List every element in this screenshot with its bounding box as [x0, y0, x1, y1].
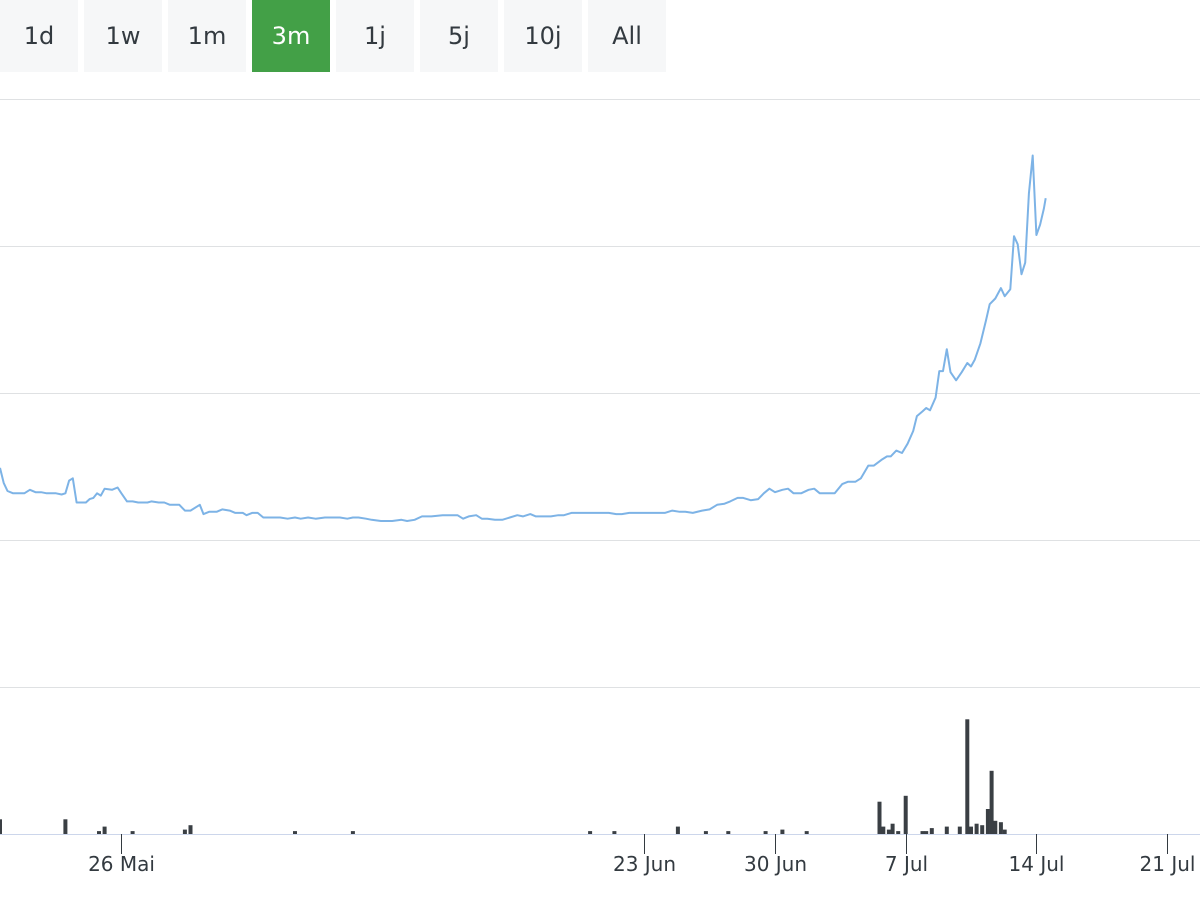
range-button-all[interactable]: All: [588, 0, 666, 72]
volume-bar: [188, 825, 193, 834]
volume-bar: [588, 831, 593, 834]
volume-bar: [890, 823, 895, 834]
range-button-5j[interactable]: 5j: [420, 0, 498, 72]
range-button-1w[interactable]: 1w: [84, 0, 162, 72]
volume-bar: [998, 822, 1003, 834]
x-tick-label: 7 Jul: [885, 852, 928, 876]
volume-bar: [763, 831, 768, 834]
x-axis: 26 Mai 23 Jun 30 Jun 7 Jul 14 Jul 21 Jul: [0, 834, 1200, 876]
volume-bar: [130, 831, 135, 834]
x-tick-label: 23 Jun: [613, 852, 676, 876]
price-line: [0, 154, 1047, 522]
volume-bar: [896, 831, 901, 834]
price-series: [0, 154, 1047, 522]
grid-lines: [0, 99, 1200, 688]
volume-bar: [97, 831, 101, 834]
volume-bar: [974, 823, 979, 834]
volume-bar: [969, 826, 973, 834]
volume-bar: [63, 819, 68, 834]
range-button-10j[interactable]: 10j: [504, 0, 582, 72]
volume-bar: [877, 801, 882, 834]
volume-bar: [929, 828, 934, 834]
volume-bar: [1002, 829, 1007, 834]
volume-bar: [957, 826, 962, 834]
volume-bar: [985, 809, 990, 834]
volume-bar: [102, 826, 107, 834]
range-button-1d[interactable]: 1d: [0, 0, 78, 72]
volume-bar: [703, 831, 708, 834]
x-tick-label: 21 Jul: [1140, 852, 1196, 876]
range-button-1j[interactable]: 1j: [336, 0, 414, 72]
range-button-1m[interactable]: 1m: [168, 0, 246, 72]
volume-bar: [612, 831, 617, 834]
volume-bar: [182, 829, 187, 834]
volume-bar: [780, 829, 785, 834]
volume-bar: [993, 820, 998, 834]
volume-bar: [965, 719, 970, 834]
x-tick-label: 26 Mai: [88, 852, 155, 876]
volume-bar: [350, 831, 355, 834]
volume-bar: [675, 826, 680, 834]
volume-bar: [944, 826, 949, 834]
volume-bar: [726, 831, 731, 834]
volume-bar: [293, 831, 297, 834]
volume-bar: [903, 795, 908, 834]
volume-bar: [0, 819, 2, 834]
volume-bar: [804, 831, 809, 834]
volume-bar: [980, 825, 985, 834]
volume-bar: [886, 829, 891, 834]
volume-bar: [920, 831, 925, 834]
volume-bars: [0, 719, 1007, 834]
x-tick-label: 14 Jul: [1009, 852, 1065, 876]
range-button-3m[interactable]: 3m: [252, 0, 330, 72]
volume-bar: [924, 831, 929, 834]
x-tick-label: 30 Jun: [744, 852, 807, 876]
volume-bar: [881, 826, 886, 834]
volume-bar: [989, 770, 994, 834]
